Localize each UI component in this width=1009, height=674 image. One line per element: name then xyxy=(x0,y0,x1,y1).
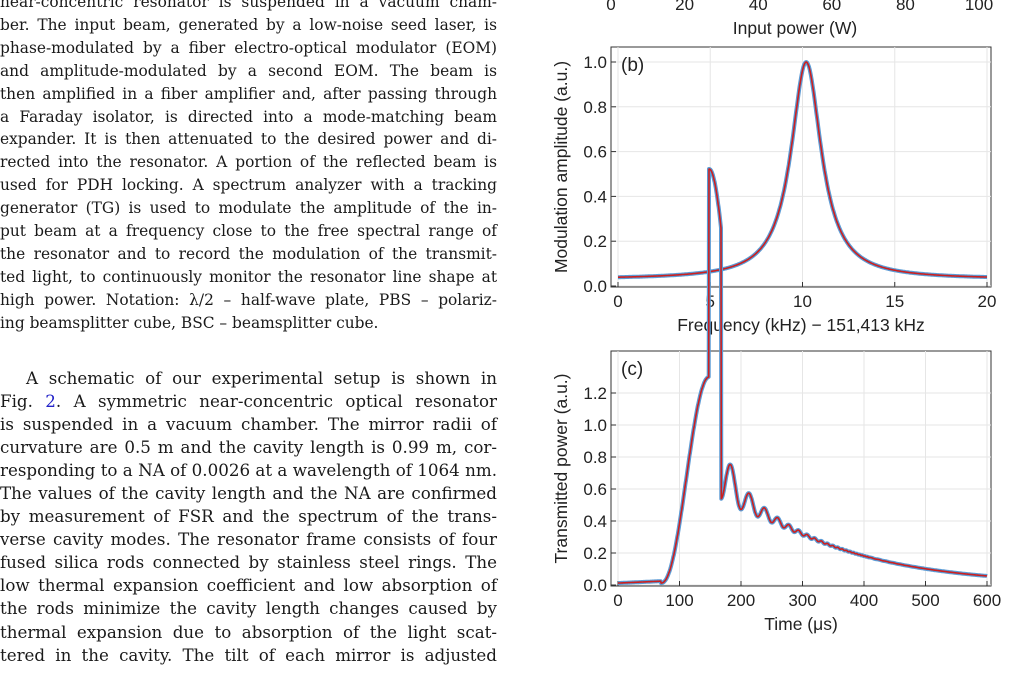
body-line: tered in the cavity. The tilt of each mi… xyxy=(0,644,497,665)
caption-line: generator (TG) is used to modulate the a… xyxy=(0,199,497,218)
y-tick-label: 1.0 xyxy=(583,416,607,435)
y-axis-label: Modulation amplitude (a.u.) xyxy=(551,61,571,273)
x-tick-label: 20 xyxy=(675,0,694,14)
body-line: The values of the cavity length and the … xyxy=(0,483,497,504)
y-tick-label: 0.8 xyxy=(583,98,607,117)
body-line: low thermal expansion coefficient and lo… xyxy=(0,575,497,596)
caption-line: expander. It is then attenuated to the d… xyxy=(0,130,497,149)
y-tick-label: 1.0 xyxy=(583,53,607,72)
figure-panels: 0 20 40 60 80 100 Input power (W) 0 5 10 15 20 0.0 0.… xyxy=(520,0,1009,674)
y-tick-label: 0.6 xyxy=(583,143,607,162)
x-tick-label: 60 xyxy=(822,0,841,14)
caption-line: the resonator and to record the modulati… xyxy=(0,244,497,263)
x-tick-label: 200 xyxy=(727,591,755,610)
caption-line: used for PDH locking. A spectrum analyze… xyxy=(0,176,497,195)
caption-line: a Faraday isolator, is directed into a m… xyxy=(0,107,497,126)
body-line: is suspended in a vacuum chamber. The mi… xyxy=(0,414,497,435)
body-line: responding to a NA of 0.0026 at a wavele… xyxy=(0,460,497,481)
body-paragraph: A schematic of our experimental setup is… xyxy=(0,367,497,667)
fit-curve xyxy=(617,168,988,584)
body-line: fused silica rods connected by stainless… xyxy=(0,552,497,573)
caption-line: high power. Notation: λ/2 – half-wave pl… xyxy=(0,290,497,309)
caption-line: and amplitude-modulated by a second EOM.… xyxy=(0,61,497,80)
x-tick-label: 20 xyxy=(978,292,997,311)
caption-line: ber. The input beam, generated by a low-… xyxy=(0,15,497,34)
x-axis-label: Input power (W) xyxy=(733,18,857,38)
body-line: verse cavity modes. The resonator frame … xyxy=(0,529,497,550)
x-tick-label: 80 xyxy=(896,0,915,14)
x-axis-label: Time (μs) xyxy=(764,614,838,634)
caption-line: rected into the resonator. A portion of … xyxy=(0,153,497,172)
x-tick-label: 0 xyxy=(606,0,615,14)
text-column: near-concentric resonator is suspended i… xyxy=(0,0,500,674)
y-tick-label: 0.4 xyxy=(583,512,607,531)
y-tick-label: 0.2 xyxy=(583,544,607,563)
caption-line: then amplified in a fiber amplifier and,… xyxy=(0,84,497,103)
body-line: by measurement of FSR and the spectrum o… xyxy=(0,506,497,527)
y-tick-label: 0.0 xyxy=(583,576,607,595)
caption-line: phase-modulated by a fiber electro-optic… xyxy=(0,38,497,57)
x-tick-label: 40 xyxy=(749,0,768,14)
body-line: Fig. 2. A symmetric near-concentric opti… xyxy=(0,391,497,412)
y-tick-label: 0.4 xyxy=(583,187,607,206)
x-tick-label: 400 xyxy=(850,591,878,610)
x-tick-label: 0 xyxy=(613,591,622,610)
y-tick-label: 0.8 xyxy=(583,448,607,467)
y-axis-label: Transmitted power (a.u.) xyxy=(551,374,571,564)
plot-frame xyxy=(610,350,992,587)
fit-curve xyxy=(618,61,987,278)
caption-line: near-concentric resonator is suspended i… xyxy=(0,0,497,11)
body-line: A schematic of our experimental setup is… xyxy=(26,368,497,388)
body-line: curvature are 0.5 m and the cavity lengt… xyxy=(0,437,497,458)
y-tick-label: 1.2 xyxy=(583,384,607,403)
panel-label: (c) xyxy=(621,359,643,380)
body-line: the rods minimize the cavity length chan… xyxy=(0,598,497,619)
plot-frame xyxy=(610,46,992,288)
caption-line: put beam at a frequency close to the fre… xyxy=(0,222,497,241)
x-tick-label: 500 xyxy=(911,591,939,610)
figure-reference-link[interactable]: 2 xyxy=(45,391,56,412)
body-line: thermal expansion due to absorption of t… xyxy=(0,621,497,642)
figure-caption: near-concentric resonator is suspended i… xyxy=(0,0,497,335)
y-tick-label: 0.2 xyxy=(583,232,607,251)
y-tick-label: 0.0 xyxy=(583,277,607,296)
caption-line: ing beamsplitter cube, BSC – beamsplitte… xyxy=(0,313,379,332)
x-tick-label: 0 xyxy=(613,292,622,311)
x-tick-label: 100 xyxy=(665,591,693,610)
x-tick-label: 15 xyxy=(885,292,904,311)
x-axis-label: Frequency (kHz) − 151,413 kHz xyxy=(677,315,925,335)
x-tick-label: 100 xyxy=(965,0,993,14)
y-tick-label: 0.6 xyxy=(583,480,607,499)
panel-label: (b) xyxy=(621,55,644,76)
caption-line: ted light, to continuously monitor the r… xyxy=(0,267,497,286)
x-tick-label: 10 xyxy=(793,292,812,311)
x-tick-label: 300 xyxy=(788,591,816,610)
x-tick-label: 600 xyxy=(973,591,1001,610)
